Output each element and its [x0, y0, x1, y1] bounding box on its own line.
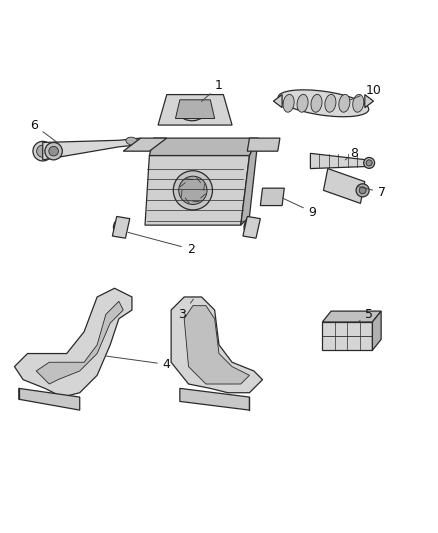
Ellipse shape: [359, 187, 366, 194]
Text: 4: 4: [106, 356, 171, 371]
Polygon shape: [145, 156, 250, 225]
Polygon shape: [43, 138, 141, 160]
Ellipse shape: [339, 94, 350, 112]
Polygon shape: [372, 311, 381, 350]
Polygon shape: [323, 168, 365, 204]
Polygon shape: [247, 138, 280, 151]
Ellipse shape: [179, 176, 207, 205]
Ellipse shape: [364, 157, 374, 168]
Ellipse shape: [278, 90, 369, 117]
Polygon shape: [273, 94, 282, 108]
Polygon shape: [322, 322, 372, 350]
Text: 6: 6: [30, 118, 58, 143]
Polygon shape: [19, 389, 80, 410]
Polygon shape: [113, 216, 130, 238]
Text: 10: 10: [350, 84, 381, 100]
Text: 7: 7: [359, 186, 386, 199]
Polygon shape: [149, 138, 258, 156]
Ellipse shape: [49, 147, 58, 156]
Polygon shape: [171, 297, 262, 393]
Polygon shape: [322, 311, 381, 322]
Text: 1: 1: [201, 79, 223, 101]
Polygon shape: [184, 305, 250, 384]
Polygon shape: [123, 138, 167, 151]
Text: 9: 9: [283, 198, 317, 219]
Polygon shape: [243, 216, 260, 238]
Ellipse shape: [184, 107, 201, 117]
Ellipse shape: [173, 171, 212, 210]
Polygon shape: [180, 389, 250, 410]
Ellipse shape: [356, 184, 369, 197]
Ellipse shape: [37, 145, 49, 157]
Polygon shape: [14, 288, 132, 397]
Text: 3: 3: [178, 299, 194, 321]
Polygon shape: [365, 94, 374, 108]
Polygon shape: [176, 100, 215, 118]
Polygon shape: [241, 138, 258, 225]
Ellipse shape: [113, 220, 124, 235]
Ellipse shape: [244, 220, 255, 235]
Polygon shape: [36, 301, 123, 384]
Text: 8: 8: [345, 147, 358, 160]
Ellipse shape: [325, 94, 336, 112]
Ellipse shape: [353, 94, 364, 112]
Ellipse shape: [126, 137, 138, 145]
Polygon shape: [260, 188, 284, 206]
Polygon shape: [158, 94, 232, 125]
Ellipse shape: [366, 160, 372, 166]
Ellipse shape: [311, 94, 322, 112]
Ellipse shape: [297, 94, 308, 112]
Ellipse shape: [283, 94, 294, 112]
Polygon shape: [311, 154, 369, 168]
Text: 2: 2: [128, 232, 194, 256]
Text: 5: 5: [358, 308, 373, 322]
Ellipse shape: [33, 141, 53, 161]
Ellipse shape: [45, 142, 62, 160]
Ellipse shape: [180, 103, 206, 121]
